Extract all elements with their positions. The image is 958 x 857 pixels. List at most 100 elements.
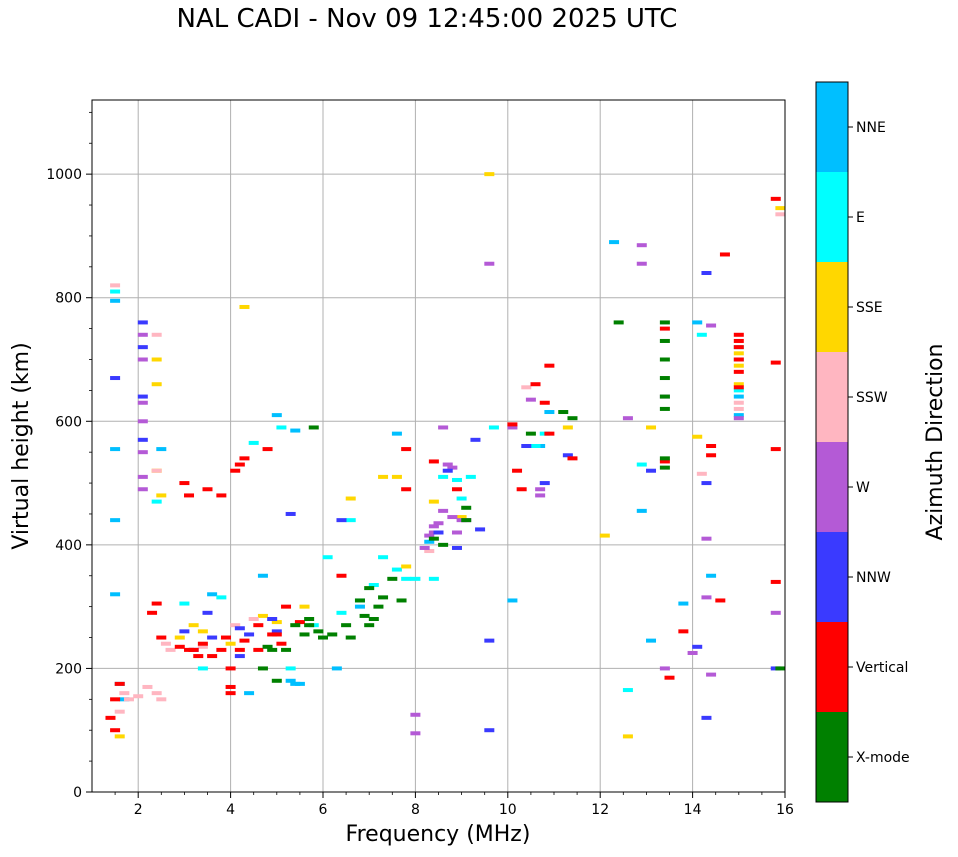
echo-point-w <box>659 666 670 671</box>
echo-point-xmode <box>659 465 670 470</box>
echo-point-w <box>410 712 421 717</box>
echo-point-vertical <box>234 462 245 467</box>
echo-point-sse <box>299 604 310 609</box>
echo-point-vertical <box>207 654 218 659</box>
echo-point-nnw <box>701 481 712 486</box>
echo-point-e <box>110 289 121 294</box>
echo-point-xmode <box>359 613 370 618</box>
echo-point-w <box>419 545 430 550</box>
echo-point-sse <box>401 564 412 569</box>
echo-point-nne <box>733 394 744 399</box>
echo-point-nne <box>294 681 305 686</box>
colorbar-swatch <box>816 82 848 172</box>
echo-point-e <box>378 555 389 560</box>
colorbar-label: W <box>856 480 870 496</box>
echo-point-w <box>442 462 453 467</box>
echo-point-vertical <box>428 459 439 464</box>
echo-point-sse <box>456 515 467 520</box>
colorbar-swatch <box>816 532 848 622</box>
echo-point-vertical <box>225 691 236 696</box>
echo-point-w <box>410 731 421 736</box>
echo-point-vertical <box>659 459 670 464</box>
echo-point-xmode <box>396 598 407 603</box>
y-tick-label: 600 <box>55 414 82 430</box>
echo-point-sse <box>345 496 356 501</box>
echo-point-w <box>137 474 148 479</box>
echo-point-e <box>401 576 412 581</box>
echo-point-nnw <box>562 453 573 458</box>
echo-point-ssw <box>424 549 435 554</box>
echo-point-sse <box>151 382 162 387</box>
echo-point-xmode <box>373 604 384 609</box>
echo-point-e <box>345 518 356 523</box>
echo-point-nnw <box>202 610 213 615</box>
echo-point-ssw <box>151 691 162 696</box>
echo-point-nne <box>678 601 689 606</box>
echo-point-e <box>438 474 449 479</box>
echo-point-sse <box>378 474 389 479</box>
echo-point-xmode <box>364 623 375 628</box>
echo-point-w <box>535 493 546 498</box>
echo-point-sse <box>646 425 657 430</box>
colorbar-title: Azimuth Direction <box>923 343 948 540</box>
echo-point-sse <box>484 172 495 177</box>
echo-point-vertical <box>507 422 518 427</box>
echo-point-xmode <box>318 635 328 640</box>
colorbar-swatch <box>816 442 848 532</box>
echo-point-nne <box>156 447 167 452</box>
echo-point-ssw <box>156 697 167 702</box>
echo-point-xmode <box>567 416 578 421</box>
echo-point-vertical <box>253 647 264 652</box>
echo-point-vertical <box>530 382 541 387</box>
echo-point-vertical <box>197 641 208 646</box>
echo-point-vertical <box>262 447 273 452</box>
echo-point-e <box>530 444 541 448</box>
echo-point-vertical <box>184 493 195 498</box>
echo-point-nne <box>244 691 255 696</box>
echo-point-nnw <box>433 530 444 535</box>
echo-point-vertical <box>516 487 527 492</box>
echo-point-nne <box>636 508 647 513</box>
echo-point-vertical <box>253 623 264 628</box>
echo-point-e <box>391 567 402 572</box>
colorbar-swatch <box>816 352 848 442</box>
echo-point-vertical <box>715 598 726 603</box>
echo-point-nnw <box>234 654 245 659</box>
echo-point-nne <box>110 518 121 523</box>
echo-point-nnw <box>484 638 495 643</box>
y-axis-title: Virtual height (km) <box>9 342 34 549</box>
colorbar-label: SSW <box>856 390 888 406</box>
echo-point-nnw <box>442 468 453 473</box>
echo-point-nne <box>110 447 121 452</box>
echo-point-sse <box>622 734 633 739</box>
echo-point-sse <box>225 641 236 646</box>
echo-point-sse <box>733 363 744 368</box>
echo-point-xmode <box>387 576 398 581</box>
echo-point-nnw <box>539 481 550 486</box>
echo-point-vertical <box>110 728 121 733</box>
echo-point-nnw <box>137 320 148 325</box>
echo-point-vertical <box>512 468 523 473</box>
echo-point-sse <box>733 382 744 387</box>
colorbar-swatch <box>816 712 848 802</box>
echo-point-nnw <box>234 626 245 631</box>
echo-point-ssw <box>733 400 744 405</box>
echo-point-vertical <box>567 456 578 461</box>
echo-point-vertical <box>110 697 121 702</box>
echo-point-e <box>336 610 347 615</box>
echo-point-ssw <box>142 684 153 689</box>
echo-point-e <box>410 576 421 581</box>
echo-point-w <box>706 672 717 677</box>
colorbar-swatch <box>816 172 848 262</box>
echo-point-nnw <box>285 511 296 516</box>
echo-point-nnw <box>701 715 712 720</box>
echo-point-nnw <box>244 632 255 637</box>
echo-point-vertical <box>294 620 305 625</box>
echo-point-vertical <box>216 647 227 652</box>
echo-point-xmode <box>304 617 315 621</box>
echo-point-xmode <box>659 394 670 399</box>
echo-point-ssw <box>151 468 162 473</box>
echo-point-vertical <box>147 610 158 615</box>
echo-point-w <box>451 530 462 535</box>
echo-point-w <box>447 515 458 520</box>
